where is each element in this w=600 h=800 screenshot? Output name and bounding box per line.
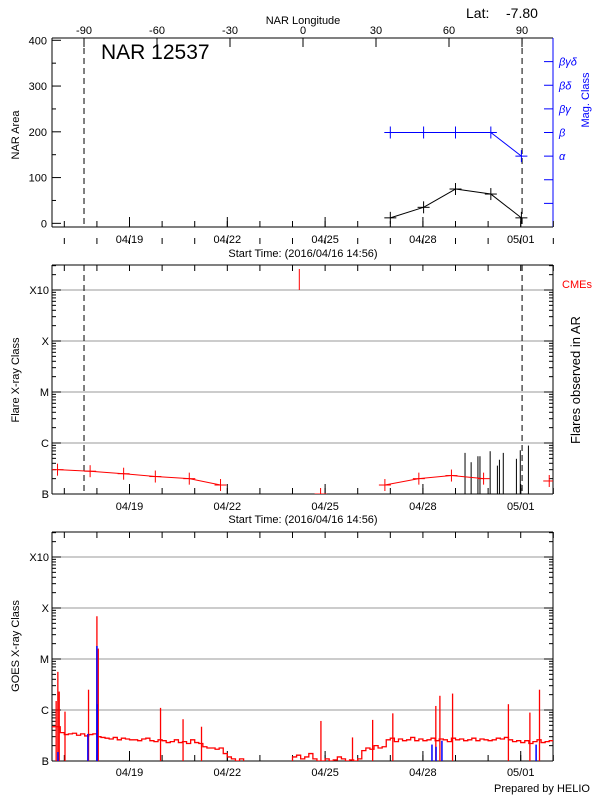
goes-class-axis-label: GOES X-ray Class xyxy=(10,600,22,692)
flare-class-line-segment xyxy=(418,475,452,480)
x-axis-label-panel1: Start Time: (2016/04/16 14:56) xyxy=(228,248,377,260)
x-tick-label: 04/22 xyxy=(214,767,242,779)
mag-class-line-segment xyxy=(490,132,522,157)
mag-class-axis-label: Mag. Class xyxy=(580,72,592,128)
x-tick-label: 04/22 xyxy=(214,234,242,246)
y-tick-label: 100 xyxy=(29,173,47,185)
y-tick-label: X10 xyxy=(29,552,49,564)
longitude-tick-label: 0 xyxy=(300,25,306,37)
x-tick-label: 05/01 xyxy=(507,234,535,246)
flare-class-line-segment xyxy=(189,478,221,486)
longitude-tick-label: -60 xyxy=(149,25,165,37)
top-axis-title: NAR Longitude xyxy=(266,15,341,27)
cme-label: CMEs xyxy=(562,279,592,291)
x-tick-label: 04/19 xyxy=(116,767,144,779)
mag-class-tick-label: α xyxy=(559,151,566,163)
x-tick-label: 04/25 xyxy=(311,767,339,779)
flare-class-line-segment xyxy=(451,475,484,480)
x-tick-label: 04/28 xyxy=(409,234,437,246)
y-tick-label: 200 xyxy=(29,127,47,139)
x-tick-label: 04/22 xyxy=(214,501,242,513)
x-tick-label: 04/19 xyxy=(116,234,144,246)
longitude-tick-label: 90 xyxy=(516,25,528,37)
area-line-segment xyxy=(455,188,491,195)
lat-label: Lat: xyxy=(466,5,489,21)
y-tick-label: X10 xyxy=(29,285,49,297)
x-tick-label: 05/01 xyxy=(507,501,535,513)
y-tick-label: B xyxy=(42,489,49,501)
longitude-tick-label: -90 xyxy=(76,25,92,37)
mag-class-tick-label: βγ xyxy=(558,104,572,116)
y-tick-label: M xyxy=(40,387,49,399)
mag-class-tick-label: βγδ xyxy=(558,57,578,69)
longitude-tick-label: 60 xyxy=(443,25,455,37)
mag-class-tick-label: β xyxy=(558,128,566,140)
flare-series xyxy=(52,269,553,494)
flare-class-axis-label: Flare X-ray Class xyxy=(10,337,22,422)
goes-long-channel-line xyxy=(52,726,553,761)
longitude-tick-label: -30 xyxy=(222,25,238,37)
flare-class-line-segment xyxy=(384,478,419,486)
area-line-segment xyxy=(390,206,424,219)
y-tick-label: 400 xyxy=(29,35,47,47)
goes-series xyxy=(52,616,553,761)
area-axis-label: NAR Area xyxy=(10,110,22,160)
area-line-segment xyxy=(423,188,456,208)
x-tick-label: 04/25 xyxy=(311,234,339,246)
flare-class-panel: B C M X X10 04/19 04/22 04/25 04/28 05/01 xyxy=(29,264,554,513)
y-tick-label: C xyxy=(41,438,49,450)
x-tick-label: 04/28 xyxy=(409,767,437,779)
y-tick-label: C xyxy=(41,705,49,717)
y-tick-label: X xyxy=(42,336,50,348)
area-line-segment xyxy=(490,193,522,219)
x-tick-label: 04/25 xyxy=(311,501,339,513)
nar-area-panel: 0 100 200 300 400 αβ βγ βδ βγδ -90 -60 -30 0 30 60 90 04… xyxy=(29,25,578,246)
region-title: NAR 12537 xyxy=(101,41,210,64)
y-tick-label: X xyxy=(42,603,50,615)
x-tick-label: 04/19 xyxy=(116,501,144,513)
x-tick-label: 05/01 xyxy=(507,767,535,779)
longitude-tick-label: 30 xyxy=(370,25,382,37)
prepared-by-label: Prepared by HELIO xyxy=(494,783,590,795)
y-tick-label: 300 xyxy=(29,81,47,93)
x-axis-label-panel2: Start Time: (2016/04/16 14:56) xyxy=(228,514,377,526)
x-tick-label: 04/28 xyxy=(409,501,437,513)
flares-observed-axis-label: Flares observed in AR xyxy=(568,316,583,444)
y-tick-label: B xyxy=(42,756,49,768)
y-tick-label: 0 xyxy=(41,218,47,230)
mag-class-tick-label: βδ xyxy=(558,80,572,92)
lat-value: -7.80 xyxy=(506,5,538,21)
goes-xray-panel: B C M X X10 04/19 04/22 04/25 04/28 05/01 xyxy=(29,531,554,779)
y-tick-label: M xyxy=(40,654,49,666)
